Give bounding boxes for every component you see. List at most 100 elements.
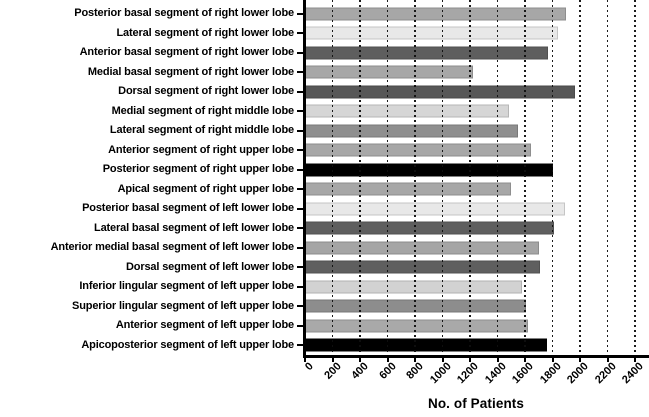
x-axis-tick xyxy=(634,357,636,362)
category-label: Lateral segment of right middle lobe xyxy=(109,124,294,137)
bar xyxy=(305,124,518,138)
category-label: Anterior medial basal segment of left lo… xyxy=(50,241,295,254)
category-label: Posterior segment of right upper lobe xyxy=(102,163,294,176)
x-axis-tick xyxy=(551,357,554,362)
bar-row xyxy=(305,121,649,141)
bar-row xyxy=(305,82,649,102)
category-label-row: Medial basal segment of right lower lobe xyxy=(0,63,303,83)
x-axis-tick xyxy=(304,357,306,362)
category-label-row: Lateral basal segment of left lower lobe xyxy=(0,219,303,239)
x-axis-ticks xyxy=(304,357,649,363)
bar xyxy=(305,319,528,333)
category-label: Inferior lingular segment of left upper … xyxy=(79,280,294,293)
bar xyxy=(305,241,539,255)
y-axis-tick xyxy=(297,149,303,152)
x-axis-tick xyxy=(414,357,416,362)
y-axis-tick xyxy=(297,207,303,210)
category-label: Anterior segment of left upper lobe xyxy=(115,319,294,332)
bar-row xyxy=(305,141,649,161)
category-label: Medial segment of right middle lobe xyxy=(111,104,295,117)
bar-row xyxy=(305,43,649,63)
y-axis-line xyxy=(303,0,306,357)
x-axis-tick xyxy=(359,357,361,362)
category-label: Anterior segment of right upper lobe xyxy=(108,143,294,156)
x-axis-tick-label: 1600 xyxy=(509,360,536,387)
y-axis-labels: Posterior basal segment of right lower l… xyxy=(0,4,303,355)
category-label: Apical segment of right upper lobe xyxy=(117,182,295,195)
x-axis-tick xyxy=(331,357,334,362)
bar-row xyxy=(305,24,649,44)
bar-row xyxy=(305,277,649,297)
category-label: Posterior basal segment of right lower l… xyxy=(74,7,294,20)
category-label: Lateral segment of right lower lobe xyxy=(116,26,294,39)
y-axis-tick xyxy=(297,266,303,269)
x-axis-tick-label: 200 xyxy=(321,360,344,382)
bar-row xyxy=(305,160,649,180)
x-axis-tick xyxy=(441,357,444,362)
y-axis-tick xyxy=(297,246,303,249)
x-axis-tick-label: 2000 xyxy=(564,360,591,387)
category-label-row: Inferior lingular segment of left upper … xyxy=(0,277,303,297)
x-axis-tick xyxy=(606,357,609,362)
bar-row xyxy=(305,316,649,336)
x-axis-tick xyxy=(386,357,389,362)
bar xyxy=(305,163,553,177)
x-axis-tick xyxy=(579,357,581,362)
bar xyxy=(305,104,509,118)
bar-row xyxy=(305,258,649,278)
y-axis-tick xyxy=(297,71,303,74)
category-label-row: Dorsal segment of right lower lobe xyxy=(0,82,303,102)
category-label: Anterior basal segment of right lower lo… xyxy=(79,46,295,59)
x-axis-tick xyxy=(496,357,499,362)
x-axis-tick-label: 2400 xyxy=(619,360,646,387)
x-axis-line xyxy=(303,355,649,358)
bar xyxy=(305,260,540,274)
bar-row xyxy=(305,63,649,83)
bar xyxy=(305,26,558,40)
bar-row xyxy=(305,297,649,317)
category-label-row: Dorsal segment of left lower lobe xyxy=(0,258,303,278)
bar-row xyxy=(305,336,649,356)
category-label-row: Lateral segment of right lower lobe xyxy=(0,24,303,44)
bar xyxy=(305,7,566,21)
x-axis-tick-label: 0 xyxy=(302,360,316,374)
y-axis-tick xyxy=(297,51,303,54)
bar xyxy=(305,65,473,79)
bar-row xyxy=(305,180,649,200)
category-label: Dorsal segment of left lower lobe xyxy=(125,260,294,273)
x-axis-tick-label: 2200 xyxy=(592,360,619,387)
bar-row xyxy=(305,199,649,219)
category-label-row: Anterior medial basal segment of left lo… xyxy=(0,238,303,258)
x-axis-tick-label: 1000 xyxy=(427,360,454,387)
y-axis-tick xyxy=(297,110,303,113)
plot-area xyxy=(305,0,649,355)
bar xyxy=(305,202,565,216)
x-axis-tick-label: 600 xyxy=(376,360,399,382)
category-label-row: Superior lingular segment of left upper … xyxy=(0,297,303,317)
bar xyxy=(305,85,575,99)
bar xyxy=(305,221,554,235)
y-axis-tick xyxy=(297,285,303,288)
y-axis-tick xyxy=(297,32,303,35)
x-axis-tick-label: 1800 xyxy=(537,360,564,387)
bar xyxy=(305,182,511,196)
y-axis-tick xyxy=(297,227,303,230)
category-label: Medial basal segment of right lower lobe xyxy=(87,65,294,78)
x-axis-title: No. of Patients xyxy=(427,396,524,411)
x-axis-tick-label: 800 xyxy=(404,360,426,382)
category-label-row: Medial segment of right middle lobe xyxy=(0,102,303,122)
bar-row xyxy=(305,238,649,258)
bar xyxy=(305,299,526,313)
category-label-row: Apical segment of right upper lobe xyxy=(0,180,303,200)
category-label: Dorsal segment of right lower lobe xyxy=(118,85,294,98)
x-axis-tick-label: 1400 xyxy=(482,360,509,387)
category-label: Superior lingular segment of left upper … xyxy=(72,299,294,312)
y-axis-tick xyxy=(297,90,303,93)
category-label-row: Posterior basal segment of left lower lo… xyxy=(0,199,303,219)
bar xyxy=(305,46,548,60)
category-label-row: Posterior basal segment of right lower l… xyxy=(0,4,303,24)
category-label-row: Anterior basal segment of right lower lo… xyxy=(0,43,303,63)
bar-row xyxy=(305,102,649,122)
category-label-row: Apicoposterior segment of left upper lob… xyxy=(0,336,303,356)
